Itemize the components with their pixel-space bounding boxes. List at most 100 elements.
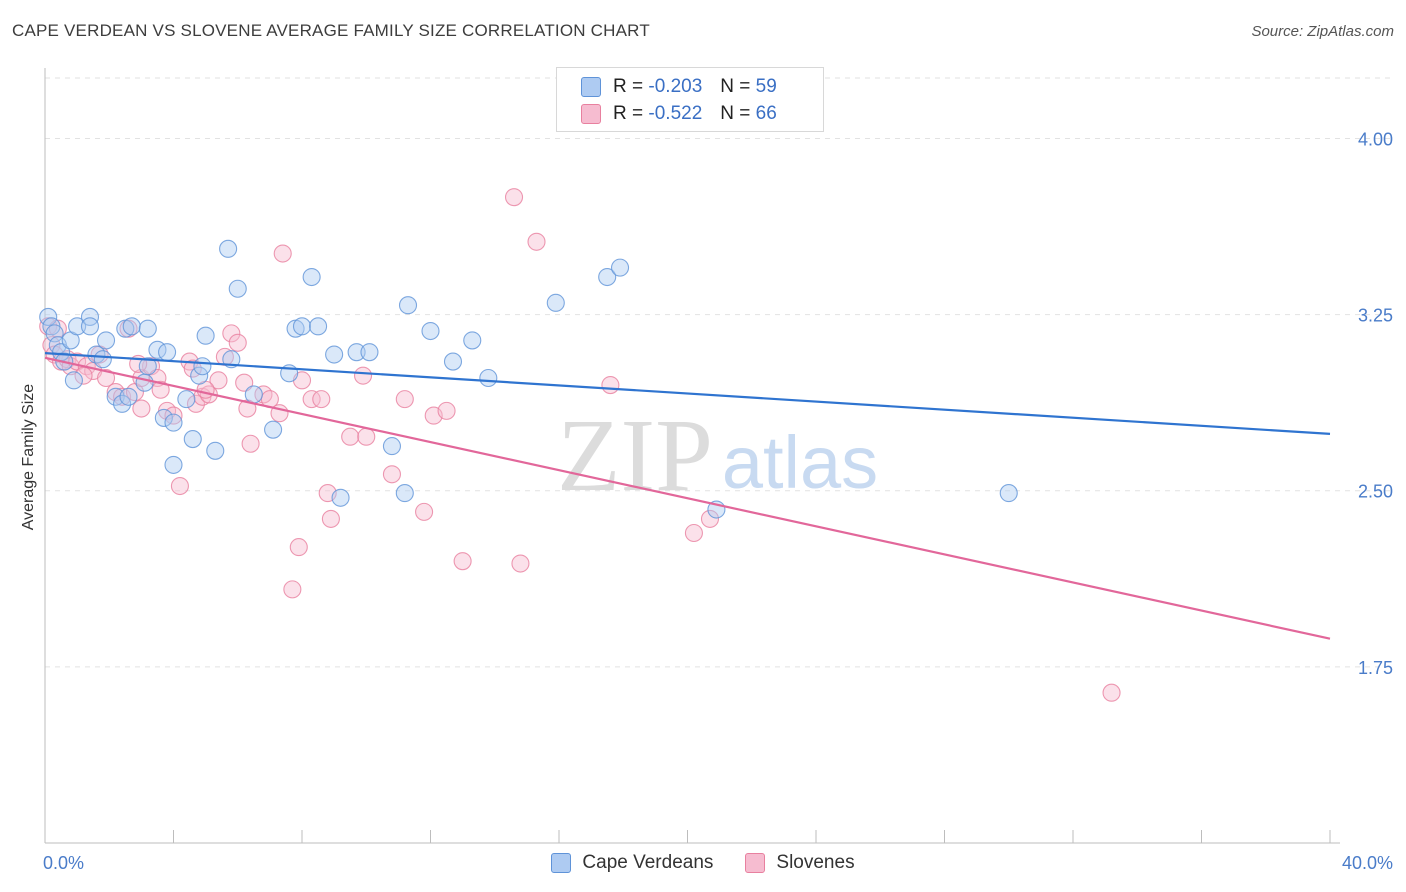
correlation-legend: R = -0.203 N = 59 R = -0.522 N = 66 bbox=[556, 67, 824, 132]
data-point bbox=[398, 296, 418, 315]
y-tick-label: 2.50 bbox=[1358, 482, 1393, 502]
data-point bbox=[527, 232, 546, 251]
watermark-atlas: atlas bbox=[722, 421, 878, 504]
data-point bbox=[437, 401, 456, 420]
data-point bbox=[353, 366, 373, 385]
data-point bbox=[39, 307, 58, 326]
data-point bbox=[331, 488, 350, 507]
data-point bbox=[684, 523, 703, 543]
data-point bbox=[151, 380, 170, 399]
data-point bbox=[360, 343, 379, 362]
data-point bbox=[463, 331, 482, 350]
data-point bbox=[158, 343, 177, 362]
trend-line-slovenes bbox=[44, 356, 1331, 640]
trend-line-cape-verdeans bbox=[44, 352, 1331, 435]
data-point bbox=[254, 385, 273, 404]
data-point bbox=[1102, 683, 1121, 702]
data-point bbox=[598, 267, 617, 287]
data-point bbox=[138, 319, 157, 338]
legend-r-value: -0.522 bbox=[648, 103, 703, 124]
data-point bbox=[135, 373, 154, 392]
data-point bbox=[177, 390, 196, 409]
legend-swatch-pink bbox=[581, 104, 601, 124]
data-point bbox=[68, 317, 87, 336]
watermark-zip: ZIP bbox=[557, 398, 713, 513]
data-point bbox=[45, 324, 64, 343]
data-point bbox=[170, 476, 189, 496]
data-point bbox=[235, 373, 254, 392]
data-point bbox=[228, 279, 247, 298]
legend-swatch-pink bbox=[745, 853, 766, 873]
data-point bbox=[154, 408, 173, 427]
legend-n-value: 59 bbox=[755, 76, 777, 97]
series-cape-verdeans bbox=[39, 239, 1018, 519]
data-point bbox=[93, 350, 112, 369]
data-point bbox=[341, 427, 360, 446]
data-point bbox=[190, 366, 209, 385]
data-point bbox=[421, 321, 440, 341]
source-label: Source: ZipAtlas.com bbox=[1251, 23, 1394, 40]
data-point bbox=[357, 427, 376, 446]
data-point bbox=[64, 371, 83, 390]
data-point bbox=[96, 331, 116, 350]
data-point bbox=[206, 441, 225, 460]
data-point bbox=[164, 413, 183, 432]
series-legend: Cape Verdeans Slovenes bbox=[0, 852, 1406, 874]
data-point bbox=[610, 258, 630, 277]
data-point bbox=[999, 484, 1018, 503]
y-tick-label: 1.75 bbox=[1358, 658, 1393, 678]
data-point bbox=[504, 188, 524, 207]
legend-row-cape-verdeans: R = -0.203 N = 59 bbox=[581, 75, 777, 99]
data-point bbox=[87, 345, 106, 364]
data-point bbox=[302, 267, 321, 287]
data-point bbox=[443, 352, 463, 371]
data-point bbox=[700, 509, 720, 528]
data-point bbox=[219, 239, 238, 258]
data-point bbox=[321, 509, 340, 528]
legend-swatch-blue bbox=[551, 853, 572, 873]
data-point bbox=[80, 307, 100, 326]
data-point bbox=[113, 394, 132, 413]
data-point bbox=[96, 368, 116, 388]
data-point bbox=[106, 387, 125, 406]
x-tick-label: 40.0% bbox=[1342, 853, 1393, 873]
data-point bbox=[309, 317, 328, 336]
series-slovenes bbox=[39, 188, 1121, 702]
legend-label-slovenes: Slovenes bbox=[776, 852, 855, 873]
data-point bbox=[122, 317, 141, 336]
data-point bbox=[546, 293, 565, 312]
chart-title: CAPE VERDEAN VS SLOVENE AVERAGE FAMILY S… bbox=[12, 21, 650, 40]
data-point bbox=[222, 324, 241, 343]
legend-n-label: N = bbox=[720, 76, 751, 97]
legend-item-slovenes[interactable]: Slovenes bbox=[745, 852, 855, 874]
legend-n-label: N = bbox=[720, 103, 751, 124]
data-point bbox=[244, 385, 263, 404]
legend-label-cape-verdeans: Cape Verdeans bbox=[582, 852, 714, 873]
data-point bbox=[415, 502, 434, 521]
grid-lines bbox=[45, 77, 1395, 668]
data-point bbox=[132, 399, 151, 418]
data-point bbox=[511, 554, 530, 573]
trend-lines bbox=[44, 352, 1331, 640]
data-point bbox=[382, 465, 402, 484]
legend-item-cape-verdeans[interactable]: Cape Verdeans bbox=[551, 852, 713, 874]
data-point bbox=[312, 390, 331, 409]
data-point bbox=[382, 437, 402, 456]
y-tick-labels: 1.75 2.50 3.25 4.00 bbox=[1358, 129, 1393, 677]
data-point bbox=[138, 357, 157, 376]
y-tick-label: 4.00 bbox=[1358, 129, 1393, 149]
legend-r-label: R = bbox=[613, 76, 644, 97]
legend-row-slovenes: R = -0.522 N = 66 bbox=[581, 102, 777, 126]
axes bbox=[44, 68, 1340, 844]
data-point bbox=[302, 390, 321, 409]
data-point bbox=[395, 390, 414, 409]
data-point bbox=[264, 420, 283, 439]
data-point bbox=[289, 538, 308, 557]
x-tick-labels: 0.0% 40.0% bbox=[43, 853, 1393, 873]
data-point bbox=[395, 484, 414, 503]
data-point bbox=[292, 317, 312, 336]
y-tick-label: 3.25 bbox=[1358, 306, 1393, 326]
data-point bbox=[209, 371, 228, 390]
legend-r-value: -0.203 bbox=[648, 76, 703, 97]
